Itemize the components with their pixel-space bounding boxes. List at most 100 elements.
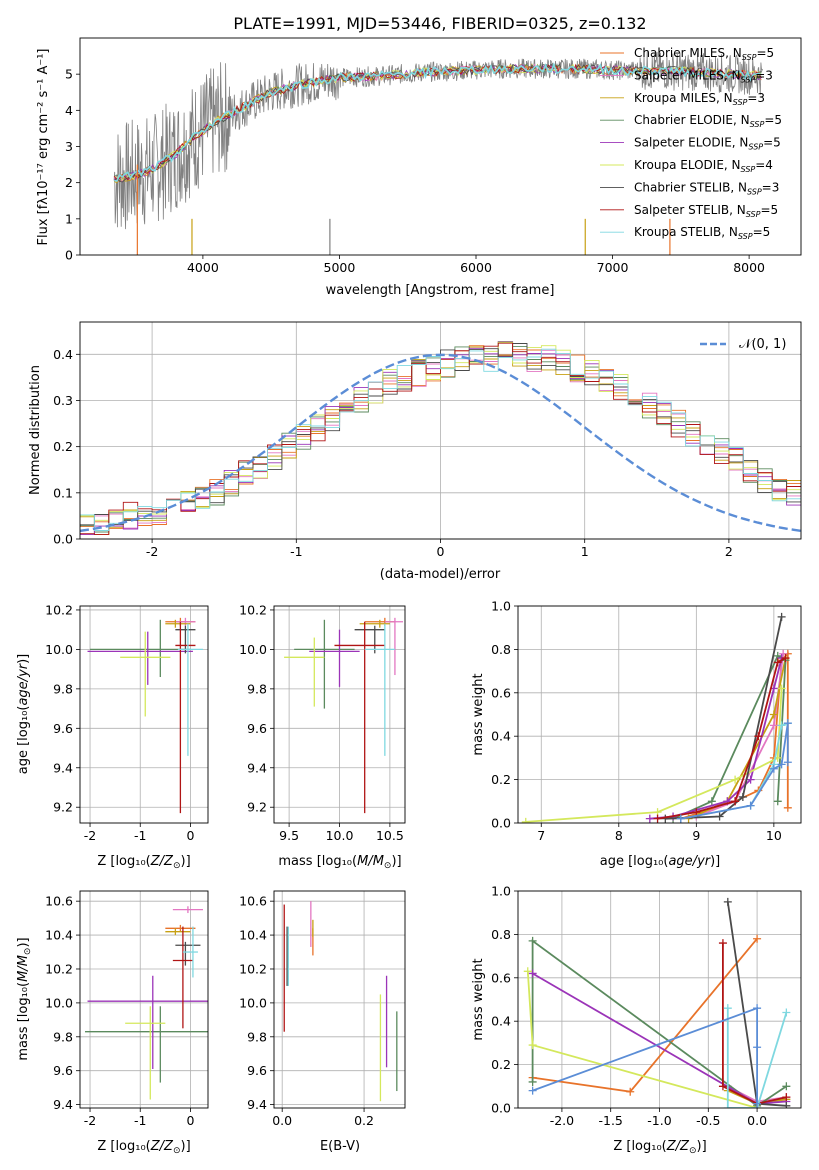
plus-marker bbox=[723, 1104, 732, 1108]
x-tick-label: 7 bbox=[537, 828, 545, 843]
y-tick-label: 0.4 bbox=[491, 1014, 511, 1029]
axes-frame bbox=[79, 37, 802, 256]
plot-area bbox=[113, 51, 763, 255]
y-axis-label: mass weight bbox=[471, 958, 486, 1040]
x-axis-label: Z [log₁₀(Z/Z⊙)] bbox=[97, 854, 190, 871]
plus-marker bbox=[653, 814, 662, 823]
x-tick-label: 6000 bbox=[460, 260, 492, 275]
plus-marker bbox=[528, 969, 537, 978]
y-tick-label: 9.4 bbox=[53, 760, 73, 775]
plus-marker bbox=[626, 1087, 635, 1096]
plus-marker bbox=[777, 612, 786, 621]
y-tick-label: 9.6 bbox=[53, 721, 73, 736]
plus-marker bbox=[523, 967, 532, 976]
y-tick-label: 0.4 bbox=[53, 347, 73, 362]
residual-histogram-panel: -2 -1 0 1 2 0.0 0.1 0.2 0.3 0.4 𝒩(0, 1) (data-model… bbox=[28, 321, 802, 582]
y-tick-label: 0.0 bbox=[491, 1101, 511, 1116]
x-tick-label: 10 bbox=[766, 828, 782, 843]
plus-marker bbox=[782, 1101, 791, 1108]
histogram-step-line bbox=[80, 348, 801, 531]
x-axis-label: E(B-V) bbox=[320, 1139, 360, 1154]
plus-marker bbox=[692, 808, 701, 817]
legend-series-name: Salpeter ELODIE, N bbox=[634, 136, 748, 150]
x-tick-label: 7000 bbox=[597, 260, 629, 275]
y-tick-label: 10.2 bbox=[45, 602, 73, 617]
age-vs-metallicity-panel: -2 -1 0 9.2 9.4 9.6 9.8 10.0 10.2 Z [log₁₀(Z/Z⊙)]… bbox=[16, 602, 209, 871]
y-tick-label: 9.2 bbox=[247, 800, 267, 815]
y-tick-label: 0.0 bbox=[53, 532, 73, 547]
x-tick-label: -1.0 bbox=[647, 1113, 671, 1128]
x-tick-label: 9 bbox=[692, 828, 700, 843]
x-tick-label: 4000 bbox=[187, 260, 219, 275]
x-tick-label: -1 bbox=[134, 1113, 146, 1128]
mass-vs-ebv-panel: 0.0 0.2 9.4 9.6 9.8 10.0 10.2 10.4 10.6 E(B-V) bbox=[239, 890, 406, 1154]
plot-area bbox=[284, 617, 403, 814]
mass-weight-line bbox=[722, 943, 787, 1105]
x-axis-label: Z [log₁₀(Z/Z⊙)] bbox=[613, 1139, 706, 1156]
axes-frame bbox=[517, 890, 802, 1109]
mass-weight-line bbox=[532, 1006, 758, 1104]
x-tick-label: -2 bbox=[146, 544, 158, 559]
plus-marker bbox=[528, 936, 537, 945]
axes-frame bbox=[273, 605, 406, 824]
y-tick-label: 9.4 bbox=[53, 1097, 73, 1112]
spectrum-panel: 4000 5000 6000 7000 8000 0 1 2 3 4 5 wavelength [An… bbox=[36, 37, 802, 298]
legend-series-name: Salpeter STELIB, N bbox=[634, 203, 746, 217]
y-tick-label: 9.6 bbox=[247, 721, 267, 736]
plus-marker bbox=[782, 1093, 791, 1102]
y-tick-label: 9.4 bbox=[247, 760, 267, 775]
y-tick-label: 2 bbox=[65, 175, 73, 190]
y-tick-label: 5 bbox=[65, 67, 73, 82]
y-tick-label: 9.8 bbox=[247, 1029, 267, 1044]
plus-marker bbox=[769, 721, 778, 730]
x-axis-label: age [log₁₀(age/yr)] bbox=[600, 854, 721, 869]
mass-weight-vs-metallicity-panel: -2.0 -1.5 -1.0 -0.5 0.0 0.0 0.2 0.4 0.6 0.8 1.0 mas… bbox=[471, 884, 802, 1156]
y-tick-label: 9.8 bbox=[247, 681, 267, 696]
x-tick-label: 8000 bbox=[733, 260, 765, 275]
plot-area bbox=[283, 901, 398, 1102]
x-tick-label: 0 bbox=[186, 828, 194, 843]
mass-weight-line bbox=[525, 688, 783, 823]
legend-entry: Kroupa STELIB, NSSP=5 bbox=[634, 225, 770, 241]
x-tick-label: 10.5 bbox=[376, 828, 404, 843]
mass-weight-line bbox=[680, 723, 789, 820]
x-tick-label: -1 bbox=[290, 544, 302, 559]
histogram-step-line bbox=[80, 342, 801, 521]
plot-area bbox=[523, 897, 791, 1108]
y-tick-label: 0.2 bbox=[491, 772, 511, 787]
y-tick-label: 10.0 bbox=[239, 995, 267, 1010]
legend-entry: Salpeter MILES, NSSP=3 bbox=[634, 68, 773, 84]
x-axis-label: wavelength [Angstrom, rest frame] bbox=[326, 283, 555, 298]
x-tick-label: -0.5 bbox=[696, 1113, 720, 1128]
plus-marker bbox=[754, 732, 763, 741]
x-tick-label: 0.0 bbox=[747, 1113, 767, 1128]
y-tick-label: 9.8 bbox=[53, 1029, 73, 1044]
y-tick-label: 10.2 bbox=[45, 961, 73, 976]
y-axis-label: mass weight bbox=[471, 673, 486, 755]
y-tick-label: 0.6 bbox=[491, 685, 511, 700]
plus-marker bbox=[753, 934, 762, 943]
x-tick-label: 0.2 bbox=[354, 1113, 374, 1128]
x-axis-label: mass [log₁₀(M/M⊙)] bbox=[278, 854, 401, 871]
legend-entry: Salpeter STELIB, NSSP=5 bbox=[634, 203, 778, 219]
y-tick-label: 10.0 bbox=[239, 642, 267, 657]
plus-marker bbox=[753, 1099, 762, 1108]
mass-weight-line bbox=[665, 616, 783, 820]
x-tick-label: 0 bbox=[437, 544, 445, 559]
plus-marker bbox=[718, 939, 727, 948]
plus-marker bbox=[753, 1004, 762, 1013]
y-tick-label: 9.8 bbox=[53, 681, 73, 696]
mass-vs-metallicity-panel: -2 -1 0 9.4 9.6 9.8 10.0 10.2 10.4 10.6 Z [log₁₀(Z… bbox=[16, 890, 209, 1156]
x-axis-label: Z [log₁₀(Z/Z⊙)] bbox=[97, 1139, 190, 1156]
x-tick-label: 10.0 bbox=[326, 828, 354, 843]
y-tick-label: 9.4 bbox=[247, 1097, 267, 1112]
plus-marker bbox=[528, 1077, 537, 1086]
legend-series-name: Chabrier ELODIE, N bbox=[634, 113, 750, 127]
plus-marker bbox=[783, 758, 792, 767]
age-vs-mass-panel: 9.5 10.0 10.5 9.2 9.4 9.6 9.8 10.0 10.2 mass [log… bbox=[239, 602, 406, 871]
plus-marker bbox=[723, 1004, 732, 1013]
figure-title: PLATE=1991, MJD=53446, FIBERID=0325, z=0… bbox=[233, 14, 646, 33]
plus-marker bbox=[738, 792, 747, 801]
legend-entry: 𝒩(0, 1) bbox=[739, 337, 786, 352]
